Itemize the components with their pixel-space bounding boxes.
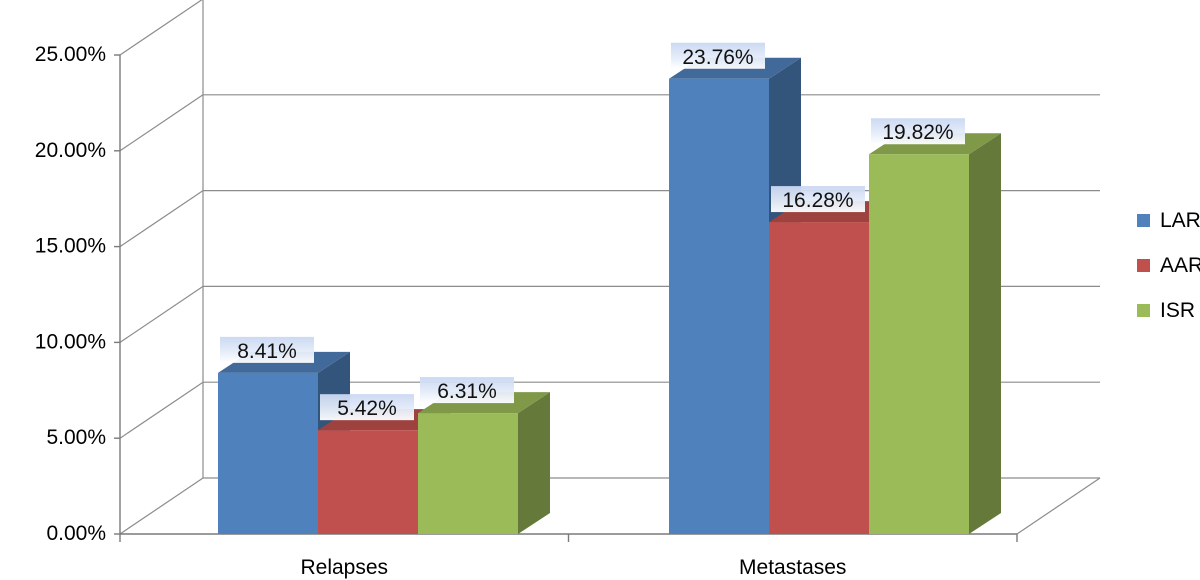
legend-swatch: [1137, 304, 1150, 317]
gridline-diagonal: [119, 477, 204, 535]
legend-swatch: [1137, 214, 1150, 227]
legend: LAR AAR ISR: [1137, 209, 1200, 322]
legend-label: ISR: [1160, 299, 1195, 322]
data-label-lar-relapses: 8.41%: [220, 336, 314, 363]
data-label-lar-metastases: 23.76%: [671, 42, 765, 69]
y-tick-label: 0.00%: [46, 522, 106, 545]
x-tick-label: Metastases: [739, 556, 846, 579]
gridline-diagonal: [119, 0, 203, 56]
legend-item-aar: AAR: [1137, 254, 1200, 277]
bar-isr-relapses: [418, 392, 550, 534]
data-label-text: 6.31%: [437, 380, 497, 403]
bar-side: [518, 392, 550, 534]
data-label-aar-metastases: 16.28%: [771, 186, 865, 213]
y-tick-label: 5.00%: [46, 426, 106, 449]
legend-label: AAR: [1160, 254, 1200, 277]
legend-swatch: [1137, 259, 1150, 272]
data-label-isr-metastases: 19.82%: [871, 118, 965, 145]
data-label-text: 5.42%: [337, 397, 397, 420]
y-tick-label: 10.00%: [35, 330, 106, 353]
bar-isr-metastases: [869, 133, 1001, 535]
bar-front: [869, 154, 969, 535]
legend-label: LAR: [1160, 209, 1200, 232]
gridline-diagonal: [119, 285, 204, 343]
gridline-diagonal: [119, 190, 204, 248]
data-label-aar-relapses: 5.42%: [320, 394, 414, 421]
data-label-isr-relapses: 6.31%: [420, 377, 514, 404]
data-label-box: [320, 394, 414, 421]
legend-item-lar: LAR: [1137, 209, 1200, 232]
bar-front: [218, 372, 318, 534]
data-label-text: 16.28%: [782, 189, 853, 212]
legend-item-isr: ISR: [1137, 299, 1195, 322]
y-tick-label: 25.00%: [35, 43, 106, 66]
data-label-text: 23.76%: [682, 46, 753, 69]
bar-front: [769, 222, 869, 534]
data-label-text: 8.41%: [237, 340, 297, 363]
data-label-box: [420, 377, 514, 404]
data-label-box: [220, 336, 314, 363]
data-labels: 8.41% 5.42% 6.31% 23.76% 16.28% 19.82%: [220, 42, 965, 421]
data-label-box: [871, 118, 965, 145]
bar-front: [318, 430, 418, 534]
gridline-diagonal: [119, 94, 204, 152]
y-tick-label: 20.00%: [35, 139, 106, 162]
data-label-box: [671, 42, 765, 69]
data-label-box: [771, 186, 865, 213]
y-tick-label: 15.00%: [35, 235, 106, 258]
floor-right-edge: [1016, 477, 1101, 535]
bar-front: [418, 413, 518, 534]
bar-front: [669, 78, 769, 535]
data-label-text: 19.82%: [882, 121, 953, 144]
gridline-diagonal: [119, 381, 204, 439]
bar-side: [969, 133, 1001, 535]
x-tick-label: Relapses: [300, 556, 388, 579]
